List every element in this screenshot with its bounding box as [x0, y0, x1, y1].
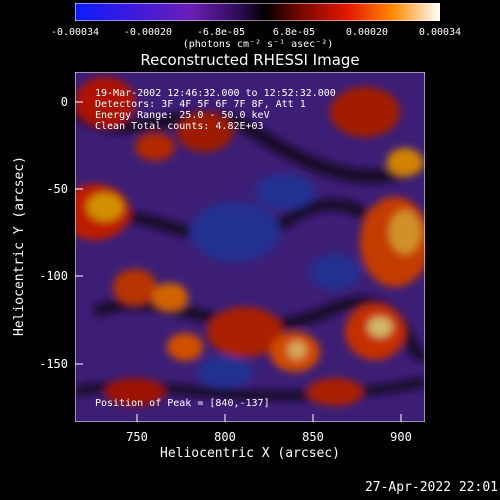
info-detectors: Detectors: 3F 4F 5F 6F 7F 8F, Att 1 — [95, 99, 306, 110]
colorbar-tick-6: 0.00034 — [418, 27, 462, 38]
x-tick-750: 750 — [126, 430, 148, 444]
x-tick-900: 900 — [390, 430, 412, 444]
colorbar-tick-3: -6.8e-05 — [196, 27, 246, 38]
y-axis-label: Heliocentric Y (arcsec) — [12, 155, 27, 337]
info-energy-range: Energy Range: 25.0 - 50.0 keV — [95, 110, 270, 121]
x-tick-850: 850 — [302, 430, 324, 444]
y-tick-minus50: -50 — [46, 182, 68, 196]
info-peak-position: Position of Peak = [840,-137] — [95, 398, 270, 409]
x-tick-800: 800 — [214, 430, 236, 444]
y-tick-minus100: -100 — [39, 269, 68, 283]
plot-timestamp: 27-Apr-2022 22:01 — [364, 480, 498, 495]
y-tick-0: 0 — [60, 95, 68, 109]
colorbar-units: (photons cm⁻² s⁻¹ asec⁻²) — [182, 39, 334, 50]
rhessi-image — [75, 72, 425, 422]
image-title: Reconstructed RHESSI Image — [140, 51, 360, 69]
colorbar-tick-2: -0.00020 — [123, 27, 173, 38]
colorbar-tick-1: -0.00034 — [50, 27, 100, 38]
colorbar-tick-5: 0.00020 — [345, 27, 389, 38]
info-time-range: 19-Mar-2002 12:46:32.000 to 12:52:32.000 — [95, 88, 336, 99]
y-tick-minus150: -150 — [39, 357, 68, 371]
x-axis-label: Heliocentric X (arcsec) — [159, 446, 341, 461]
colorbar-tick-4: 6.8e-05 — [272, 27, 316, 38]
colorbar — [75, 3, 440, 21]
info-clean-counts: Clean Total counts: 4.82E+03 — [95, 121, 264, 132]
